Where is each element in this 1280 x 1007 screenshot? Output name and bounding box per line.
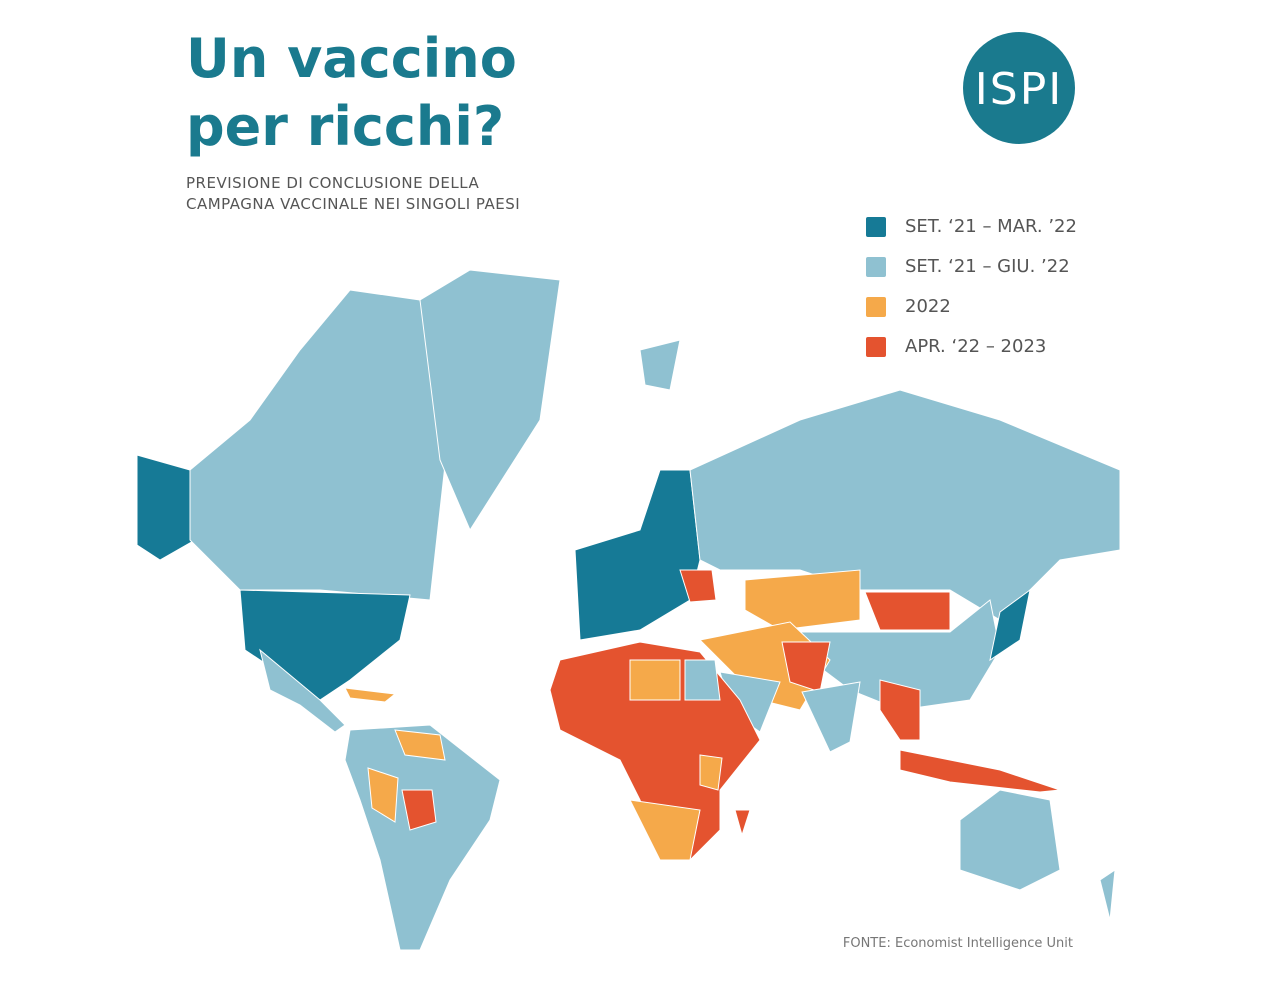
- country-region: [401, 789, 437, 831]
- logo: [963, 32, 1075, 144]
- country-region: [629, 659, 681, 701]
- legend-label: SET. ‘21 – MAR. ’22: [905, 216, 1077, 237]
- subtitle-line: PREVISIONE DI CONCLUSIONE DELLA: [186, 174, 479, 192]
- country-region: [799, 599, 1001, 711]
- country-region: [699, 754, 723, 791]
- country-region: [394, 729, 446, 761]
- legend-swatch: [866, 217, 886, 237]
- country-region: [259, 648, 346, 733]
- country-region: [239, 589, 411, 701]
- country-region: [879, 679, 921, 741]
- country-region: [367, 767, 399, 823]
- logo-text: ISPI: [975, 64, 1063, 115]
- country-region: [344, 687, 397, 703]
- legend: SET. ‘21 – MAR. ’22 SET. ‘21 – GIU. ’22 20…: [866, 216, 1077, 357]
- country-region: [136, 454, 196, 561]
- country-region: [189, 289, 451, 601]
- country-region: [639, 339, 681, 391]
- legend-label: 2022: [905, 296, 951, 317]
- country-region: [419, 269, 561, 532]
- country-region: [864, 591, 951, 631]
- country-region: [344, 724, 501, 951]
- country-region: [801, 681, 861, 753]
- legend-swatch: [866, 297, 886, 317]
- country-region: [1099, 868, 1116, 921]
- country-region: [629, 799, 701, 861]
- country-region: [989, 588, 1031, 662]
- legend-swatch: [866, 337, 886, 357]
- country-region: [679, 569, 717, 603]
- source: FONTE: Economist Intelligence Unit: [843, 936, 1073, 951]
- country-region: [684, 659, 721, 701]
- country-region: [734, 809, 751, 837]
- country-region: [744, 569, 861, 631]
- country-region: [574, 469, 701, 641]
- legend-label: APR. ‘22 – 2023: [905, 336, 1046, 357]
- title-line: Un vaccino: [186, 27, 517, 90]
- title-line: per ricchi?: [186, 95, 504, 158]
- country-region: [959, 789, 1061, 891]
- legend-swatch: [866, 257, 886, 277]
- subtitle-line: CAMPAGNA VACCINALE NEI SINGOLI PAESI: [186, 195, 520, 213]
- country-region: [899, 749, 1061, 793]
- world-map: [136, 269, 1121, 951]
- legend-label: SET. ‘21 – GIU. ’22: [905, 256, 1070, 277]
